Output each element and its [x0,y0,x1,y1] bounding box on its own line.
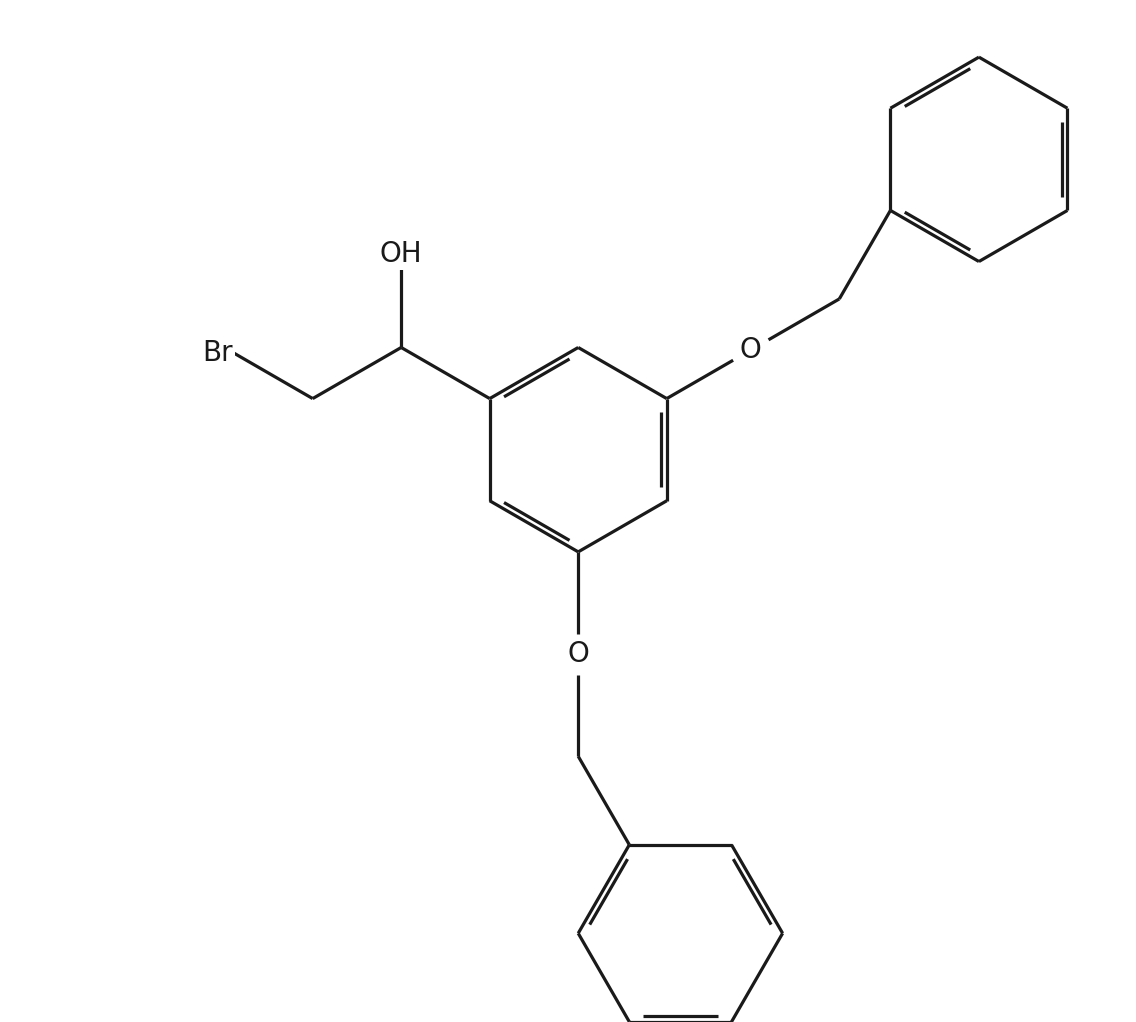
Text: O: O [740,336,761,364]
Text: Br: Br [202,338,233,367]
Text: OH: OH [379,240,423,268]
Text: O: O [567,640,590,668]
